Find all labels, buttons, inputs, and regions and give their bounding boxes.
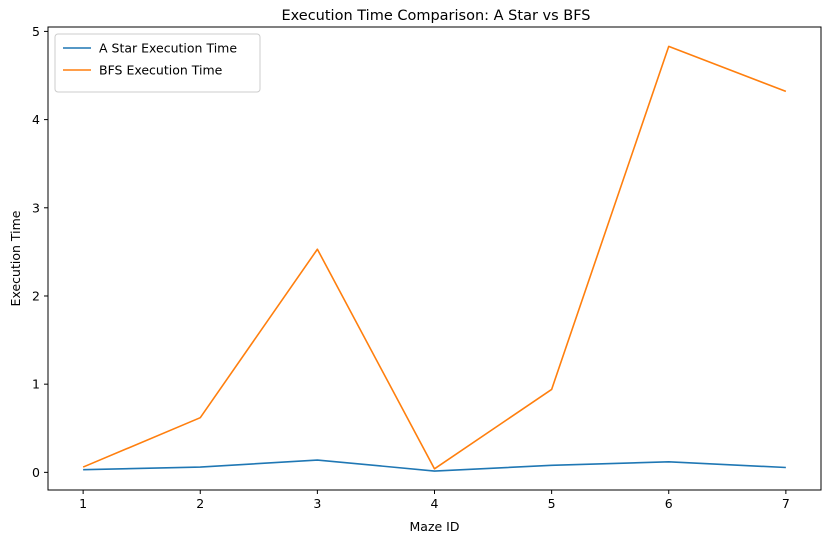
x-tick-label: 4 (431, 496, 439, 511)
x-tick-label: 6 (665, 496, 673, 511)
plot-area-frame (47, 26, 822, 491)
legend-box (54, 33, 261, 93)
y-tick-label: 4 (32, 112, 40, 127)
legend-label-2: BFS Execution Time (99, 63, 223, 78)
series-line-2 (82, 45, 787, 470)
y-tick-label: 1 (32, 377, 40, 392)
y-axis-label: Execution Time (8, 210, 23, 306)
legend: A Star Execution Time BFS Execution Time (54, 33, 261, 93)
x-tick-label: 1 (79, 496, 87, 511)
x-tick-label: 7 (782, 496, 790, 511)
x-axis-ticks: 1 2 3 4 5 6 7 (79, 490, 790, 511)
y-tick-label: 0 (32, 465, 40, 480)
series-layer (82, 45, 787, 472)
y-tick-label: 5 (32, 24, 40, 39)
x-tick-label: 3 (313, 496, 321, 511)
x-axis-label: Maze ID (410, 519, 460, 534)
chart-title: Execution Time Comparison: A Star vs BFS (281, 8, 590, 24)
x-tick-label: 5 (548, 496, 556, 511)
y-tick-label: 3 (32, 200, 40, 215)
y-axis-ticks: 0 1 2 3 4 5 (32, 24, 48, 480)
x-tick-label: 2 (196, 496, 204, 511)
y-tick-label: 2 (32, 288, 40, 303)
legend-label-1: A Star Execution Time (99, 41, 237, 56)
series-line-1 (83, 459, 786, 472)
